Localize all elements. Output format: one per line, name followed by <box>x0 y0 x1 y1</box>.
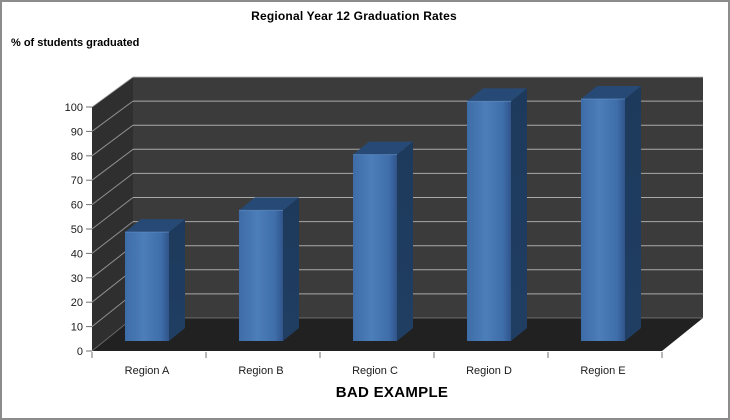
y-tick-label: 10 <box>71 322 83 334</box>
y-tick-label: 70 <box>71 175 83 187</box>
y-tick-label: 30 <box>71 273 83 285</box>
x-axis <box>91 352 663 358</box>
x-tick-label: Region B <box>238 365 283 377</box>
y-tick-label: 50 <box>71 224 83 236</box>
bars <box>125 86 641 341</box>
x-tick-label: Region E <box>580 365 625 377</box>
caption-bad-example: BAD EXAMPLE <box>335 384 449 401</box>
x-tick-label: Region D <box>466 365 512 377</box>
y-tick-label: 90 <box>71 126 83 138</box>
y-axis-unit-label: % of students graduated <box>11 37 140 49</box>
bar-region-d <box>467 88 527 341</box>
chart-title: Regional Year 12 Graduation Rates <box>251 9 457 23</box>
bar-region-b <box>239 197 299 341</box>
x-axis-labels: Region A Region B Region C Region D Region E <box>125 365 626 377</box>
bar-region-c <box>353 141 413 341</box>
y-tick-label: 100 <box>65 102 83 114</box>
y-tick-label: 0 <box>77 346 83 358</box>
x-tick-label: Region C <box>352 365 398 377</box>
y-tick-label: 20 <box>71 297 83 309</box>
y-tick-label: 80 <box>71 151 83 163</box>
y-axis: 0 10 20 30 40 50 60 70 80 90 100 <box>65 102 92 358</box>
bar-region-e <box>581 86 641 341</box>
y-tick-label: 40 <box>71 248 83 260</box>
left-wall <box>92 77 133 351</box>
y-tick-label: 60 <box>71 200 83 212</box>
bar-region-a <box>125 219 185 341</box>
x-tick-label: Region A <box>125 365 170 377</box>
